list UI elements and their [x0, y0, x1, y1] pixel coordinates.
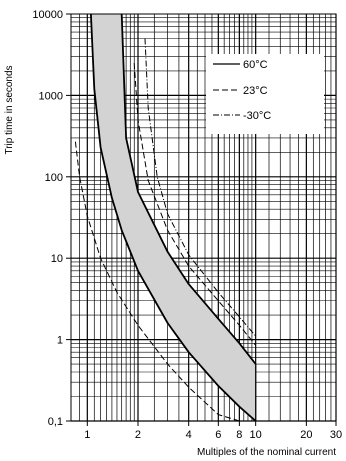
x-tick-label: 20 [300, 429, 312, 441]
x-ticks: 1 2 4 6 8 10 20 30 [84, 421, 342, 441]
band-fill [90, 14, 256, 421]
y-tick-label: 10 [51, 253, 63, 265]
y-axis-label: Trip time in seconds [4, 65, 15, 154]
y-tick-label: 100 [45, 172, 63, 184]
x-tick-label: 4 [186, 429, 192, 441]
x-tick-label: 8 [236, 429, 242, 441]
band-upper-curve [120, 13, 257, 365]
x-axis-label: Multiples of the nominal current [197, 447, 336, 458]
legend-label-60c: 60°C [243, 59, 268, 71]
band-lower-curve [90, 13, 257, 422]
legend-label-minus30c: -30°C [243, 110, 271, 122]
series-curve-2 [133, 62, 257, 346]
series-curve-0 [74, 141, 248, 422]
y-tick-label: 10000 [32, 9, 63, 21]
y-tick-label: 1000 [39, 90, 63, 102]
series-lines [74, 13, 257, 422]
x-tick-label: 2 [135, 429, 141, 441]
y-ticks: 0,1 1 10 100 1000 10000 [32, 9, 71, 428]
band-23c-fill [90, 14, 256, 421]
plot-frame [70, 13, 337, 422]
x-tick-label: 6 [215, 429, 221, 441]
x-tick-label: 30 [330, 429, 342, 441]
legend: 60°C 23°C -30°C [206, 54, 324, 134]
series-curve-1 [144, 38, 257, 337]
legend-box [206, 54, 324, 134]
y-tick-label: 1 [57, 335, 63, 347]
legend-label-23c: 23°C [243, 85, 268, 97]
x-tick-label: 10 [250, 429, 262, 441]
y-tick-label: 0,1 [48, 416, 63, 428]
x-tick-label: 1 [84, 429, 90, 441]
